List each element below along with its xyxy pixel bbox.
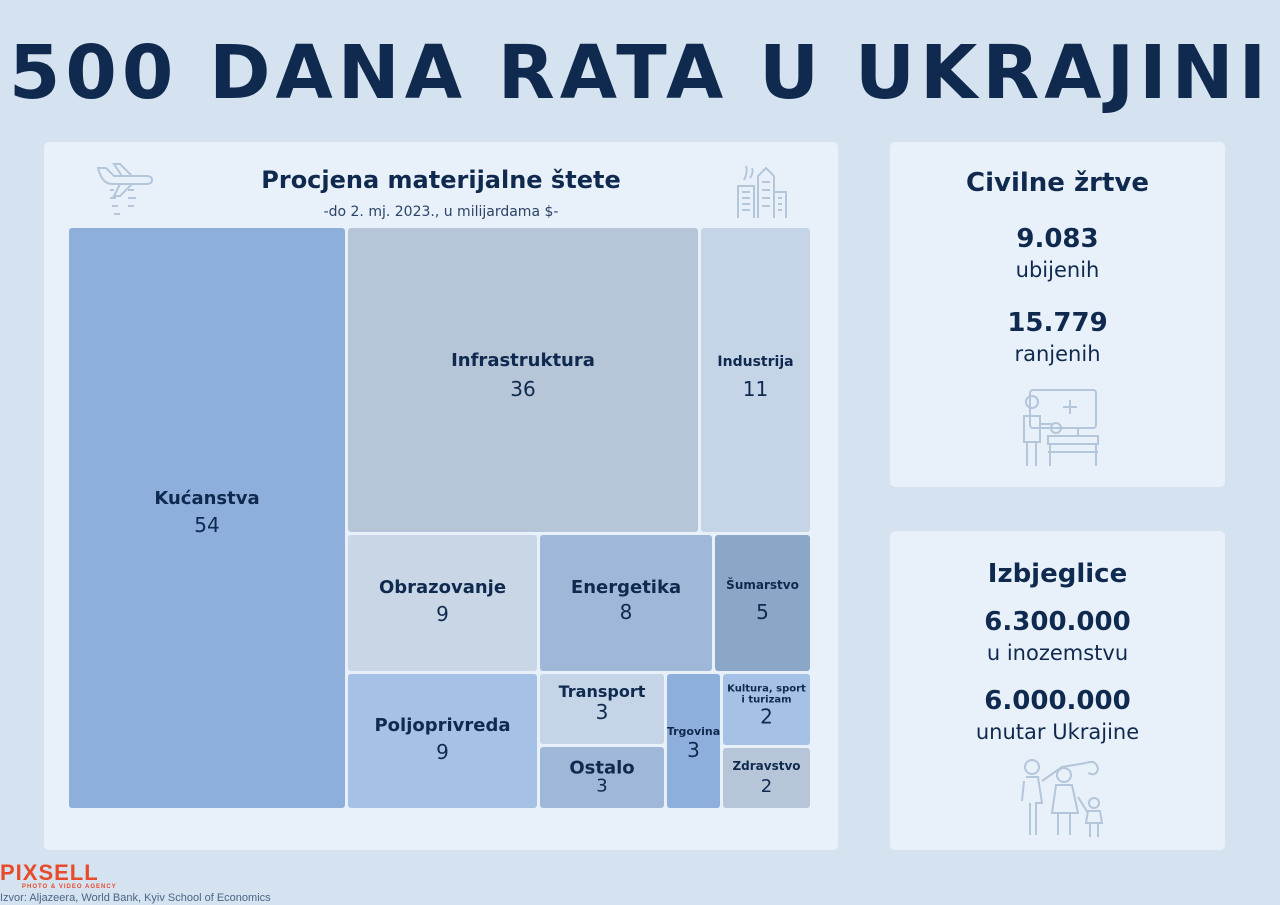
treemap-tile-value: 36 — [510, 377, 535, 401]
treemap-tile-label: Kultura, sport i turizam — [727, 684, 806, 706]
internal-label: unutar Ukrajine — [975, 720, 1140, 744]
killed-label: ubijenih — [1015, 258, 1100, 282]
hospital-patient-icon — [1023, 389, 1099, 466]
treemap-tile-rect — [540, 535, 712, 671]
treemap-tile-3: Obrazovanje 9 — [348, 535, 537, 671]
treemap-tile-label: Obrazovanje — [379, 577, 506, 598]
wounded-value: 15.779 — [1007, 308, 1108, 338]
treemap-tile-value: 54 — [194, 513, 219, 537]
treemap-tile-label: Kućanstva — [154, 488, 259, 509]
treemap-tile-6: Poljoprivreda 9 — [348, 674, 537, 808]
treemap-title: Procjena materijalne štete — [261, 166, 621, 194]
wounded-label: ranjenih — [1014, 342, 1101, 366]
treemap-tile-rect — [715, 535, 810, 671]
treemap-subtitle: -do 2. mj. 2023., u milijardama $- — [323, 204, 559, 220]
pixsell-logo: PIXSELL — [0, 860, 99, 885]
treemap-tile-value: 2 — [760, 705, 773, 729]
treemap-tile-value: 3 — [687, 738, 700, 762]
treemap-tile-rect — [348, 674, 537, 808]
treemap-tile-value: 3 — [596, 776, 607, 797]
abroad-value: 6.300.000 — [984, 607, 1131, 637]
treemap-tile-label: Transport — [559, 682, 646, 701]
treemap-tile-label: Zdravstvo — [732, 759, 800, 773]
treemap-chart: Kućanstva 54 Infrastruktura 36 Industrija 11 O… — [69, 228, 810, 808]
internal-value: 6.000.000 — [984, 686, 1131, 716]
treemap-tile-1: Infrastruktura 36 — [348, 228, 698, 532]
pixsell-tagline: PHOTO & VIDEO AGENCY — [22, 884, 117, 890]
treemap-tile-value: 5 — [756, 600, 769, 624]
treemap-tile-rect — [667, 674, 720, 808]
abroad-label: u inozemstvu — [986, 641, 1129, 665]
killed-value: 9.083 — [1016, 224, 1099, 254]
page-title: 500 DANA RATA U UKRAJINI — [8, 30, 1272, 116]
treemap-tile-value: 11 — [743, 377, 768, 401]
treemap-tile-label: Ostalo — [569, 758, 634, 779]
treemap-tile-label: Šumarstvo — [726, 577, 799, 592]
treemap-tile-label: Poljoprivreda — [374, 715, 510, 736]
treemap-tile-rect — [69, 228, 345, 808]
treemap-tile-0: Kućanstva 54 — [69, 228, 345, 808]
treemap-tile-2: Industrija 11 — [701, 228, 810, 532]
civil-title: Civilne žrtve — [966, 168, 1149, 198]
treemap-tile-rect — [540, 747, 664, 808]
source-note: Izvor: Aljazeera, World Bank, Kyiv Schoo… — [0, 892, 271, 904]
treemap-tile-rect — [723, 674, 810, 745]
treemap-tile-rect — [723, 748, 810, 808]
treemap-tile-label: Industrija — [717, 354, 793, 370]
treemap-tile-5: Šumarstvo 5 — [715, 535, 810, 671]
treemap-tile-rect — [701, 228, 810, 532]
damaged-buildings-icon — [737, 165, 787, 218]
treemap-tile-11: Zdravstvo 2 — [723, 748, 810, 808]
refugee-family-icon — [1021, 759, 1104, 837]
treemap-tile-value: 9 — [436, 740, 449, 764]
treemap-tile-value: 2 — [761, 776, 772, 797]
treemap-tile-value: 9 — [436, 602, 449, 626]
refugees-title: Izbjeglice — [987, 559, 1128, 589]
treemap-tile-label: Infrastruktura — [451, 350, 595, 371]
treemap-tile-value: 8 — [620, 600, 633, 624]
treemap-tile-rect — [540, 674, 664, 744]
treemap-tile-label: Energetika — [571, 577, 681, 598]
damage-treemap-panel: Procjena materijalne štete -do 2. mj. 20… — [44, 142, 838, 850]
civil-casualties-panel: Civilne žrtve 9.083 ubijenih 15.779 ranj… — [890, 142, 1225, 487]
treemap-tile-rect — [348, 228, 698, 532]
treemap-tile-value: 3 — [596, 700, 609, 724]
plane-icon — [96, 163, 154, 215]
treemap-tile-label: Trgovina — [667, 725, 720, 738]
refugees-panel: Izbjeglice 6.300.000 u inozemstvu 6.000.… — [890, 531, 1225, 850]
treemap-tile-rect — [348, 535, 537, 671]
